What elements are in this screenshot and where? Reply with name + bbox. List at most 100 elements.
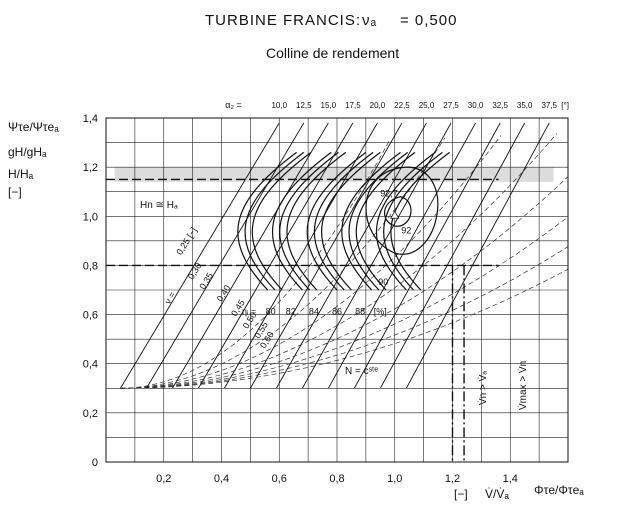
- alpha-label: 30,0: [468, 101, 484, 110]
- alpha-label: 25,0: [419, 101, 435, 110]
- alpha-label: 27,5: [443, 101, 459, 110]
- alpha-label: 12,5: [296, 101, 312, 110]
- nu-line: [120, 176, 569, 389]
- efficiency-contour-92-7: [384, 196, 412, 227]
- alpha-label: 32,5: [492, 101, 508, 110]
- alpha-line: [275, 122, 427, 389]
- efficiency-contour: [341, 151, 401, 291]
- eta-label: 92,7: [380, 189, 398, 199]
- nu-line: [120, 135, 502, 389]
- annotation-vdot-max: V̇max > V̇n: [516, 361, 529, 410]
- x-tick-label: 0,8: [329, 473, 344, 485]
- plot-area: 0,2 0,4 0,6 0,8 1,0 1,2 1,4 0 0,2 0,4 0,6 0,8 1,0 1,2…: [83, 100, 569, 485]
- nu-line: [120, 133, 558, 389]
- y-tick-label: 0: [92, 457, 98, 469]
- chart-title: TURBINE FRANCIS:: [205, 12, 361, 29]
- alpha-prefix: α₂ =: [225, 100, 241, 110]
- alpha-line: [379, 122, 526, 389]
- nu-label: 0,30: [186, 261, 204, 281]
- alpha-line: [249, 122, 403, 389]
- efficiency-contour-92: [365, 166, 439, 255]
- x-tick-label: 0,4: [214, 473, 229, 485]
- efficiency-contour: [313, 151, 374, 291]
- x-tick-label: 0,6: [272, 473, 287, 485]
- optimum-marker: [390, 210, 400, 219]
- alpha-label: 35,0: [517, 101, 533, 110]
- y-label-gh: gH/gHₐ: [8, 145, 47, 159]
- eta-label: 86: [332, 307, 342, 317]
- eta-label: 90: [378, 277, 388, 287]
- y-tick-label: 1,0: [83, 211, 98, 223]
- nu-line: [120, 137, 446, 389]
- efficiency-contours: [237, 151, 450, 291]
- reference-lines: [106, 178, 499, 462]
- y-tick-label: 1,2: [83, 162, 98, 174]
- efficiency-contour: [348, 151, 409, 291]
- x-tick-label: 0,2: [156, 473, 171, 485]
- nu-line: [120, 216, 569, 389]
- eta-label: 82: [286, 307, 296, 317]
- y-tick-label: 1,4: [83, 113, 98, 125]
- x-label-unit: [−]: [454, 487, 468, 501]
- efficiency-contour: [355, 151, 416, 291]
- x-label-vdot: V̇/V̇ₐ: [485, 487, 509, 501]
- efficiency-contour: [320, 151, 381, 291]
- eta-label: 84: [309, 307, 319, 317]
- alpha-line: [301, 122, 452, 389]
- nu-label: 0,25 [−]: [174, 226, 199, 257]
- alpha-unit: [°]: [561, 101, 569, 110]
- alpha-label: 10,0: [271, 101, 287, 110]
- annotation-n-const: N = cˢᵗᵉ: [345, 366, 378, 377]
- x-tick-label: 1,4: [503, 473, 518, 485]
- alpha-line: [223, 122, 378, 389]
- nu-line: [120, 268, 569, 389]
- efficiency-contour: [237, 151, 297, 291]
- head-band: [114, 167, 554, 182]
- y-label-unit: [−]: [8, 185, 22, 199]
- axis-ticks: 0,2 0,4 0,6 0,8 1,0 1,2 1,4 0 0,2 0,4 0,6 0,8 1,0 1,2…: [83, 113, 518, 485]
- efficiency-contour: [251, 151, 312, 291]
- chart-title-nu: νₐ: [362, 12, 377, 29]
- alpha-line: [353, 122, 501, 389]
- eta-label: 92: [401, 225, 411, 235]
- shaded-bands: [114, 167, 554, 182]
- y-label-psi: Ψτe/Ψτeₐ: [8, 120, 59, 134]
- eta-label: 88: [355, 307, 365, 317]
- y-tick-label: 0,8: [83, 260, 98, 272]
- efficiency-contour: [244, 151, 305, 291]
- alpha-label: 15,0: [321, 101, 337, 110]
- efficiency-contour: [375, 151, 436, 291]
- nu-line: [120, 246, 569, 389]
- alpha-label: 20,0: [370, 101, 386, 110]
- plot-frame: [105, 117, 569, 463]
- eta-prefix: ηᵢ =: [242, 307, 256, 317]
- alpha-line: [146, 122, 305, 389]
- alpha-line: [405, 122, 550, 389]
- efficiency-contour: [286, 151, 347, 291]
- efficiency-contour: [271, 151, 332, 291]
- eta-unit: [%]: [374, 307, 387, 317]
- y-tick-label: 0,6: [83, 310, 98, 322]
- y-label-h: H/Hₐ: [8, 167, 34, 181]
- x-label-phi: Φτe/Φτeₐ: [534, 483, 584, 497]
- annotation-vdot-n: V̇n > V̇ₐ: [476, 371, 489, 405]
- alpha-label: 17,5: [345, 101, 361, 110]
- alpha-line: [327, 122, 476, 389]
- alpha-line: [120, 122, 280, 389]
- x-tick-label: 1,2: [445, 473, 460, 485]
- efficiency-contour: [306, 151, 367, 291]
- nu-label: 0,35: [197, 271, 215, 291]
- chart-subtitle: Colline de rendement: [266, 45, 399, 61]
- x-tick-label: 1,0: [387, 473, 402, 485]
- alpha-label: 37,5: [541, 101, 557, 110]
- y-tick-label: 0,4: [83, 359, 98, 371]
- annotation-head-equal: Hn ≅ Hₐ: [140, 200, 178, 211]
- speed-ratio-lines: [120, 133, 569, 389]
- y-tick-label: 0,2: [83, 408, 98, 420]
- efficiency-contour: [279, 151, 339, 291]
- eta-label: 80: [266, 307, 276, 317]
- guide-vane-angle-lines: [120, 122, 550, 389]
- alpha-label: 22,5: [394, 101, 410, 110]
- nu-prefix: ν =: [163, 290, 178, 306]
